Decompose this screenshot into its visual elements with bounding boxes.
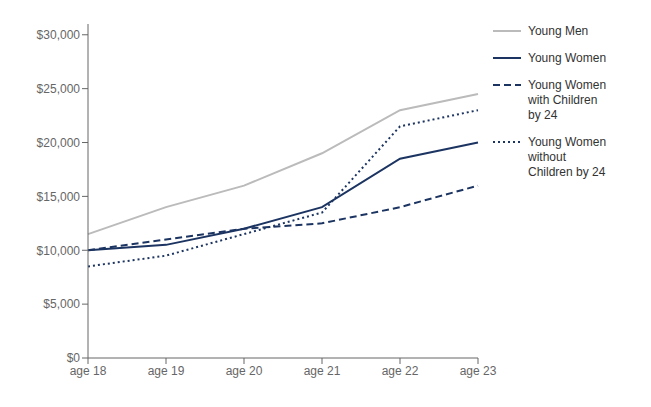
svg-text:$10,000: $10,000 [37, 244, 81, 258]
svg-text:$20,000: $20,000 [37, 136, 81, 150]
svg-text:age 22: age 22 [382, 364, 419, 378]
html-text:Young Women: Young Women [528, 51, 607, 65]
svg-text:$30,000: $30,000 [37, 28, 81, 42]
svg-text:age 21: age 21 [304, 364, 341, 378]
svg-text:age 18: age 18 [70, 364, 107, 378]
svg-text:$25,000: $25,000 [37, 82, 81, 96]
html-text:Young Women without Children b: Young Women without Children by 24 [528, 135, 607, 179]
html-text:Young Men: Young Men [528, 24, 589, 38]
html-text:Young Women with Children by 2: Young Women with Children by 24 [528, 78, 607, 122]
svg-text:age 20: age 20 [226, 364, 263, 378]
svg-text:$5,000: $5,000 [43, 297, 80, 311]
svg-text:$0: $0 [67, 351, 81, 365]
svg-text:age 23: age 23 [460, 364, 497, 378]
svg-text:age 19: age 19 [148, 364, 185, 378]
svg-text:$15,000: $15,000 [37, 190, 81, 204]
